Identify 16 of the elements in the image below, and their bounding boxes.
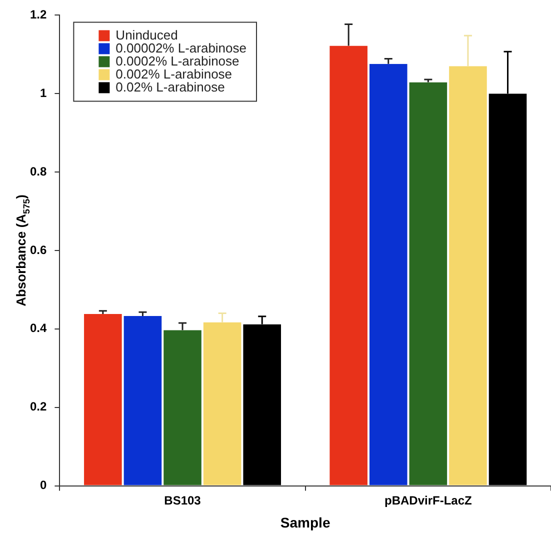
y-tick-label: 0 xyxy=(40,478,47,492)
y-tick-label: 0.8 xyxy=(30,164,47,178)
y-axis-title: Absorbance (A575) xyxy=(14,194,32,306)
y-tick-label: 1.2 xyxy=(30,8,47,22)
legend-label: 0.00002% L-arabinose xyxy=(116,40,247,56)
y-tick-label: 1 xyxy=(40,86,47,100)
legend-label: 0.0002% L-arabinose xyxy=(116,53,240,68)
y-tick-label: 0.2 xyxy=(30,400,47,414)
legend-label: 0.002% L-arabinose xyxy=(116,66,232,82)
y-tick-label: 0.6 xyxy=(30,242,47,257)
legend-label: 0.02% L-arabinose xyxy=(116,79,225,94)
x-tick-label: BS103 xyxy=(164,493,202,508)
y-tick-label: 0.4 xyxy=(30,321,47,336)
x-tick-label: pBADvirF-LacZ xyxy=(384,493,472,508)
legend-label: Uninduced xyxy=(116,27,178,42)
x-axis-title: Sample xyxy=(280,514,330,530)
